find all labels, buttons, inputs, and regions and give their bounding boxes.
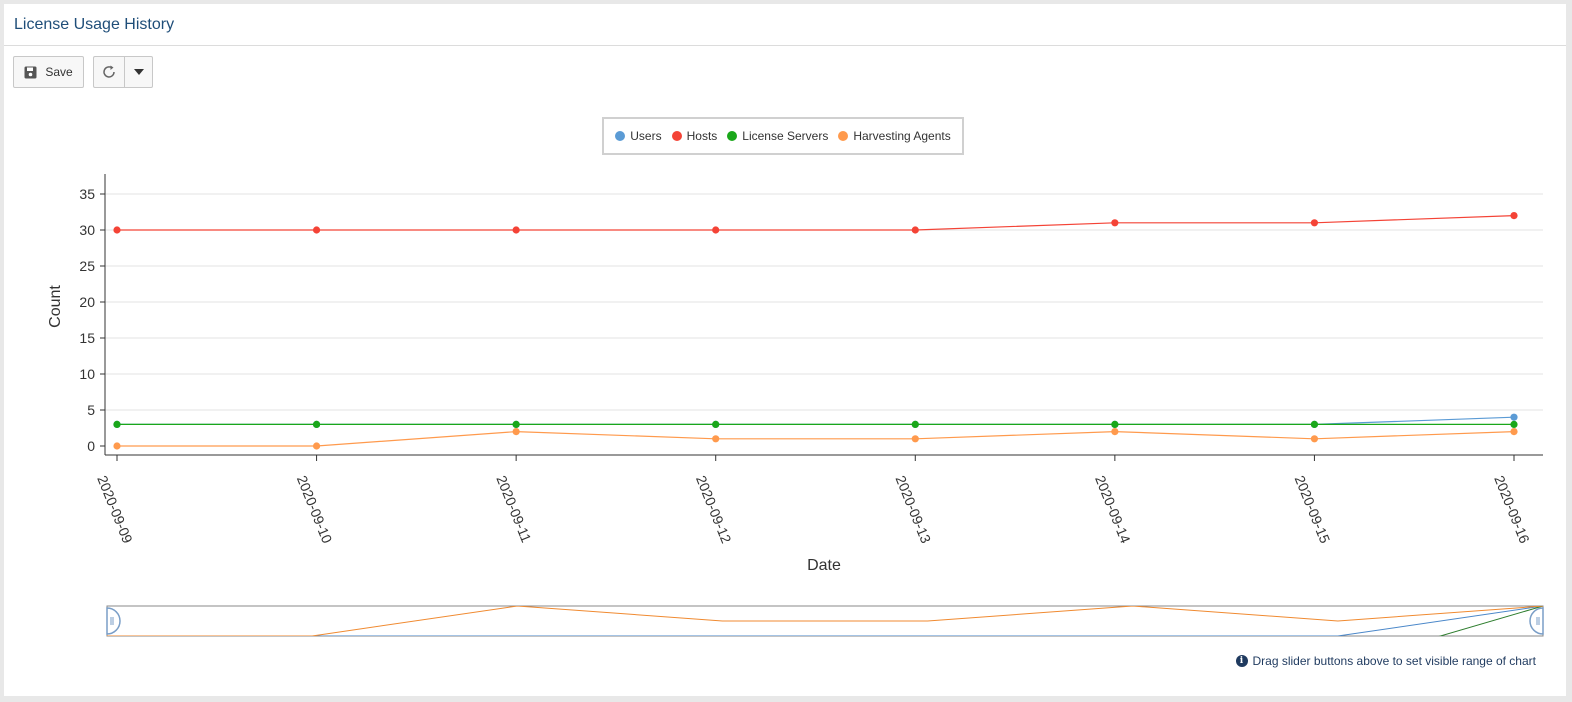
point-users [1510,413,1518,421]
point-hosts [1310,219,1319,227]
point-hosts [312,226,321,234]
range-hint-text: Drag slider buttons above to set visible… [1252,654,1537,668]
point-harvesting-agents [113,442,121,450]
y-tick-label: 25 [79,258,95,274]
point-users [512,420,520,428]
legend-label-hosts: Hosts [686,129,718,143]
point-users [911,420,919,428]
series-line-harvesting-agents [117,430,1515,447]
point-harvesting-agents [911,435,919,443]
y-tick-label: 30 [79,222,95,238]
series-line-hosts [117,215,1515,231]
point-harvesting-agents [1310,435,1319,443]
preview-line-users [107,606,1543,636]
point-users [712,420,720,428]
legend-label-license-servers: License Servers [742,129,829,143]
point-license-servers [512,420,520,428]
info-icon: i [1235,655,1248,667]
y-tick-label: 15 [79,330,95,346]
license-usage-panel: License Usage History Save Users Hosts [4,4,1566,696]
point-harvesting-agents [312,442,321,450]
point-users [1310,420,1319,428]
x-tick-label: 2020-09-13 [893,473,935,546]
refresh-icon [103,65,115,78]
title-divider [4,45,1566,46]
legend-marker-license-servers [727,131,738,141]
legend-item-license-servers[interactable]: License Servers [727,129,828,143]
point-license-servers [1111,420,1119,428]
point-license-servers [712,420,720,428]
point-harvesting-agents [1510,428,1518,436]
range-handle-shape [106,607,121,635]
x-axis-title: Date [807,557,841,574]
line-chart: 0 5 10 15 20 25 30 35 2020-09-09 2020-09-10 2020-0… [47,174,1544,637]
caret-down-icon [133,69,144,75]
y-tick-label: 5 [87,402,95,418]
point-license-servers [312,420,321,428]
point-users [312,420,321,428]
point-users [1111,420,1119,428]
legend-item-users[interactable]: Users [615,129,662,143]
series-line-users [117,416,1515,425]
point-harvesting-agents [1111,428,1119,436]
x-tick-label: 2020-09-14 [1092,473,1134,546]
y-tick-label: 10 [79,366,95,382]
y-axis-title: Count [47,285,64,328]
legend-item-harvesting-agents[interactable]: Harvesting Agents [838,129,951,143]
point-harvesting-agents [512,428,520,436]
save-button[interactable]: Save [13,56,84,88]
floppy-disk-icon [24,66,37,78]
point-harvesting-agents [712,435,720,443]
point-license-servers [911,420,919,428]
y-tick-label: 0 [87,438,95,454]
point-hosts [1510,212,1518,220]
point-hosts [1111,219,1119,227]
x-tick-label: 2020-09-15 [1292,473,1334,546]
point-license-servers [1510,420,1518,428]
range-handle-left[interactable] [106,607,121,635]
y-tick-label: 35 [79,186,95,202]
x-tick-label: 2020-09-16 [1491,473,1533,546]
legend-marker-harvesting-agents [838,131,849,141]
range-hint: i Drag slider buttons above to set visib… [1235,654,1537,668]
x-tick-label: 2020-09-10 [294,473,336,546]
point-hosts [712,226,720,234]
legend-marker-hosts [671,131,682,141]
legend-label-harvesting-agents: Harvesting Agents [853,129,951,143]
legend-item-hosts[interactable]: Hosts [671,129,718,143]
point-hosts [113,226,121,234]
chart-legend: Users Hosts License Servers Harvesting A… [602,117,964,155]
save-button-label: Save [45,65,73,79]
refresh-button[interactable] [93,56,124,88]
preview-line-harvesting-agents [107,606,1543,636]
legend-marker-users [615,131,626,141]
panel-title: License Usage History [14,16,175,33]
point-users [113,420,121,428]
range-handle-shape [1529,607,1544,635]
legend-label-users: Users [630,129,662,143]
y-tick-label: 20 [79,294,95,310]
point-license-servers [1310,420,1319,428]
x-tick-label: 2020-09-12 [693,473,735,546]
range-handle-right[interactable] [1529,607,1544,635]
x-tick-label: 2020-09-11 [493,473,534,545]
point-license-servers [113,420,121,428]
point-hosts [512,226,520,234]
refresh-options-dropdown[interactable] [124,56,153,88]
point-hosts [911,226,919,234]
range-slider-track [106,605,1544,637]
x-tick-label: 2020-09-09 [94,473,136,546]
